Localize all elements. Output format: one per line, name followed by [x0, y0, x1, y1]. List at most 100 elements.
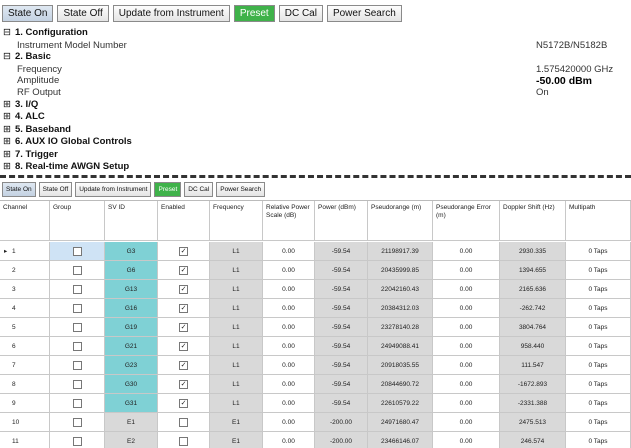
table-cell[interactable]: L1	[210, 280, 263, 299]
toolbar-button[interactable]: Update from Instrument	[112, 5, 230, 22]
table-cell[interactable]: 1394.655	[500, 261, 566, 280]
tree-group[interactable]: ⊞ 8. Real-time AWGN Setup	[3, 161, 623, 173]
table-cell[interactable]: ✓	[158, 375, 210, 394]
table-cell[interactable]: 246.574	[500, 432, 566, 448]
table-cell[interactable]: G6	[105, 261, 158, 280]
toolbar-button[interactable]: Preset	[154, 182, 182, 197]
table-cell[interactable]: 0.00	[433, 356, 500, 375]
table-cell[interactable]: 0 Taps	[566, 432, 631, 448]
table-cell[interactable]: L1	[210, 375, 263, 394]
table-cell[interactable]: L1	[210, 394, 263, 413]
table-cell[interactable]: 0 Taps	[566, 337, 631, 356]
column-header[interactable]: Pseudorange (m)	[368, 201, 433, 241]
toolbar-button[interactable]: Update from Instrument	[75, 182, 152, 197]
table-row[interactable]: 10 E1 E1 0.00 -200.00 24971680.47 0.00 2475.513…	[0, 413, 631, 432]
table-cell[interactable]: 0.00	[263, 337, 315, 356]
table-cell[interactable]: 0.00	[433, 337, 500, 356]
group-checkbox[interactable]	[72, 322, 82, 332]
table-cell[interactable]	[50, 280, 105, 299]
enabled-checkbox[interactable]	[179, 436, 188, 446]
table-cell[interactable]	[50, 413, 105, 432]
table-cell[interactable]: -59.54	[315, 375, 368, 394]
group-checkbox[interactable]	[72, 379, 82, 389]
table-cell[interactable]: 2475.513	[500, 413, 566, 432]
table-cell[interactable]: 958.440	[500, 337, 566, 356]
column-header[interactable]: Channel	[0, 201, 50, 241]
table-cell[interactable]: -200.00	[315, 413, 368, 432]
table-cell[interactable]: 0.00	[263, 261, 315, 280]
table-cell[interactable]	[50, 299, 105, 318]
table-cell[interactable]: 0.00	[433, 280, 500, 299]
table-cell[interactable]: 22610579.22	[368, 394, 433, 413]
table-cell[interactable]: 0 Taps	[566, 242, 631, 261]
table-cell[interactable]: G3	[105, 242, 158, 261]
table-cell[interactable]: 0.00	[263, 280, 315, 299]
table-cell[interactable]: ✓	[158, 280, 210, 299]
table-cell[interactable]: E1	[210, 432, 263, 448]
column-header[interactable]: Enabled	[158, 201, 210, 241]
table-cell[interactable]: L1	[210, 356, 263, 375]
table-cell[interactable]: 0.00	[433, 318, 500, 337]
table-cell[interactable]: L1	[210, 337, 263, 356]
group-checkbox[interactable]	[72, 417, 82, 427]
table-cell[interactable]: 0 Taps	[566, 318, 631, 337]
table-cell[interactable]: 0.00	[263, 242, 315, 261]
tree-group[interactable]: ⊟ 1. Configuration	[3, 27, 623, 39]
table-cell[interactable]: ✓	[158, 261, 210, 280]
enabled-checkbox[interactable]: ✓	[179, 303, 188, 313]
table-row[interactable]: 6 G21 ✓ L1 0.00 -59.54 24949088.41 0.00 958.440 0…	[0, 337, 631, 356]
table-cell[interactable]: L1	[210, 299, 263, 318]
toolbar-button[interactable]: Preset	[233, 5, 275, 22]
toolbar-button[interactable]: State On	[2, 182, 36, 197]
tree-group[interactable]: ⊟ 2. Basic	[3, 51, 623, 63]
table-cell[interactable]: 20435999.85	[368, 261, 433, 280]
column-header[interactable]: Frequency	[210, 201, 263, 241]
table-row[interactable]: 9 G31 ✓ L1 0.00 -59.54 22610579.22 0.00 -2331.38…	[0, 394, 631, 413]
table-cell[interactable]: ✓	[158, 337, 210, 356]
column-header[interactable]: Power (dBm)	[315, 201, 368, 241]
table-cell[interactable]: 0.00	[263, 318, 315, 337]
table-cell[interactable]: 21198917.39	[368, 242, 433, 261]
column-header[interactable]: Doppler Shift (Hz)	[500, 201, 566, 241]
table-cell[interactable]: 20384312.03	[368, 299, 433, 318]
expand-icon[interactable]: ⊞	[3, 161, 11, 173]
enabled-checkbox[interactable]: ✓	[179, 265, 188, 275]
group-checkbox[interactable]	[72, 341, 82, 351]
expand-icon[interactable]: ⊞	[3, 148, 11, 160]
table-cell[interactable]: 0 Taps	[566, 280, 631, 299]
table-cell[interactable]	[50, 261, 105, 280]
toolbar-button[interactable]: State On	[2, 5, 54, 22]
enabled-checkbox[interactable]: ✓	[179, 341, 188, 351]
table-cell[interactable]: -59.54	[315, 299, 368, 318]
table-row[interactable]: 8 G30 ✓ L1 0.00 -59.54 20844690.72 0.00 -1672.89…	[0, 375, 631, 394]
table-cell[interactable]: 20844690.72	[368, 375, 433, 394]
table-cell[interactable]: -59.54	[315, 280, 368, 299]
table-cell[interactable]: 0.00	[263, 356, 315, 375]
group-checkbox[interactable]	[72, 246, 82, 256]
toolbar-button[interactable]: DC Cal	[278, 5, 323, 22]
table-cell[interactable]: G31	[105, 394, 158, 413]
table-cell[interactable]: 23278140.28	[368, 318, 433, 337]
table-cell[interactable]: 3804.764	[500, 318, 566, 337]
table-cell[interactable]: ✓	[158, 318, 210, 337]
table-cell[interactable]: 0 Taps	[566, 394, 631, 413]
table-cell[interactable]: ✓	[158, 394, 210, 413]
group-checkbox[interactable]	[72, 436, 82, 446]
table-cell[interactable]: 0.00	[433, 242, 500, 261]
column-header[interactable]: Group	[50, 201, 105, 241]
table-cell[interactable]: 0.00	[263, 375, 315, 394]
table-cell[interactable]: -59.54	[315, 318, 368, 337]
table-cell[interactable]: 0 Taps	[566, 375, 631, 394]
table-cell[interactable]: G16	[105, 299, 158, 318]
table-cell[interactable]: 0.00	[433, 394, 500, 413]
enabled-checkbox[interactable]: ✓	[179, 284, 188, 294]
tree-group[interactable]: ⊞ 6. AUX IO Global Controls	[3, 136, 623, 148]
enabled-checkbox[interactable]: ✓	[179, 379, 188, 389]
table-cell[interactable]: 0.00	[263, 299, 315, 318]
table-cell[interactable]: 0 Taps	[566, 261, 631, 280]
table-cell[interactable]: -2331.388	[500, 394, 566, 413]
table-cell[interactable]: 0.00	[433, 299, 500, 318]
group-checkbox[interactable]	[72, 360, 82, 370]
table-cell[interactable]: ✓	[158, 299, 210, 318]
table-cell[interactable]: 20918035.55	[368, 356, 433, 375]
